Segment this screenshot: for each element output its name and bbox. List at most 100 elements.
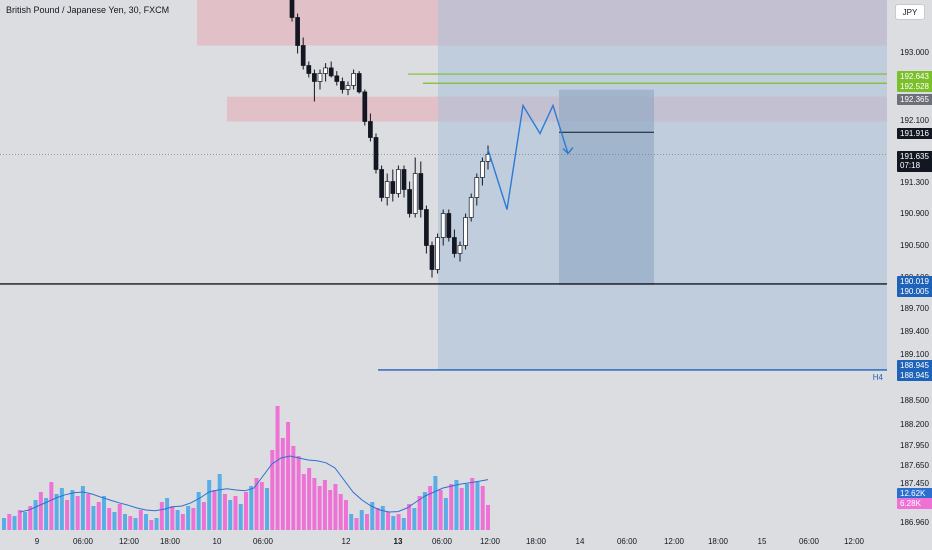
candle-body	[440, 213, 446, 238]
price-tag-bg	[897, 488, 932, 499]
volume-bar	[133, 518, 138, 530]
volume-bar	[149, 520, 154, 530]
volume-bar	[154, 518, 159, 530]
price-tag: 12.62K	[897, 488, 932, 499]
volume-bar	[228, 500, 233, 530]
candle-body	[345, 85, 351, 90]
volume-bar	[238, 504, 243, 530]
candle-body	[452, 237, 457, 254]
currency-button[interactable]: JPY	[895, 4, 925, 20]
candle	[334, 71, 340, 86]
volume-bar	[328, 490, 333, 530]
price-tag: 188.945	[897, 370, 932, 381]
volume-bar	[244, 492, 248, 530]
volume-bar	[49, 482, 54, 530]
candle-body	[306, 65, 312, 74]
volume-bar	[196, 492, 201, 530]
price-tag-bg	[897, 71, 932, 82]
price-tag: 192.643	[897, 71, 932, 82]
volume-bar	[391, 516, 396, 530]
candle	[407, 181, 412, 218]
x-axis-tick: 06:00	[799, 537, 820, 546]
y-axis-tick: 191.300	[900, 178, 929, 187]
x-axis-tick: 12:00	[844, 537, 865, 546]
candle-body	[424, 209, 429, 246]
volume-bar	[438, 490, 443, 530]
volume-ma-line	[19, 455, 489, 513]
candle	[429, 241, 435, 278]
price-tag-bg	[897, 128, 932, 139]
volume-bar	[401, 518, 406, 530]
volume-bar	[101, 496, 106, 530]
volume-bar	[86, 494, 91, 530]
candle	[468, 193, 474, 222]
x-axis-tick: 06:00	[73, 537, 94, 546]
price-tag-label: 191.916	[900, 129, 929, 138]
volume-bar	[159, 502, 164, 530]
candle-body	[379, 169, 384, 198]
volume-bar	[107, 508, 112, 530]
volume-bar	[443, 498, 448, 530]
candle	[384, 173, 390, 206]
y-axis-tick: 187.650	[900, 461, 929, 470]
volume-bar	[370, 502, 375, 530]
projection-path	[487, 103, 569, 210]
candle	[300, 37, 306, 70]
volume-bar	[365, 514, 369, 530]
x-axis-tick: 06:00	[617, 537, 638, 546]
volume-bar	[59, 488, 64, 530]
volume-bar	[38, 492, 43, 530]
candle	[440, 209, 446, 246]
candle	[418, 161, 424, 218]
price-tag-label: 188.945	[900, 371, 929, 380]
volume-bar	[343, 500, 348, 530]
candle-body	[384, 181, 390, 198]
candle	[452, 229, 457, 258]
candle-body	[368, 121, 373, 138]
candle	[424, 205, 429, 254]
candle	[390, 169, 396, 202]
price-tag-label: 192.365	[900, 95, 929, 104]
price-tag-bg	[897, 94, 932, 105]
candle-body	[295, 17, 300, 46]
volume-bar	[407, 504, 412, 530]
candle	[306, 61, 312, 78]
volume-bar	[217, 474, 222, 530]
volume-bar	[275, 406, 280, 530]
volume-bar	[307, 468, 312, 530]
candle-body	[418, 173, 424, 210]
candle	[356, 71, 362, 94]
volume-bar	[317, 486, 322, 530]
x-axis-tick: 06:00	[253, 537, 274, 546]
volume-bar	[70, 490, 75, 530]
candle-body	[390, 181, 396, 194]
candle	[457, 241, 463, 262]
candle-body	[334, 75, 340, 82]
volume-bar	[207, 480, 212, 530]
volume-bar	[386, 512, 391, 530]
candle-body	[289, 0, 295, 18]
volume-bar	[180, 514, 185, 530]
trade-box	[559, 89, 654, 286]
candle	[474, 173, 480, 206]
price-tag: 190.019	[897, 276, 932, 287]
y-axis-tick: 189.100	[900, 350, 929, 359]
price-tag-label: 190.019	[900, 277, 929, 286]
price-tag-bg	[897, 370, 932, 381]
volume-bar	[454, 480, 459, 530]
volume-bar	[486, 504, 490, 530]
chart-title: British Pound / Japanese Yen, 30, FXCM	[6, 5, 170, 15]
volume-bar	[470, 478, 475, 530]
y-axis-tick: 188.200	[900, 420, 929, 429]
price-tag-label: 192.643	[900, 72, 929, 81]
candle	[379, 165, 384, 202]
x-axis-tick: 15	[758, 537, 767, 546]
candle	[446, 209, 452, 242]
y-axis-tick: 190.500	[900, 241, 929, 250]
price-tag-bg	[897, 276, 932, 287]
price-tag: 192.528	[897, 81, 932, 92]
candle-body	[328, 67, 334, 77]
candle-body	[362, 91, 368, 122]
candle-body	[323, 67, 328, 74]
